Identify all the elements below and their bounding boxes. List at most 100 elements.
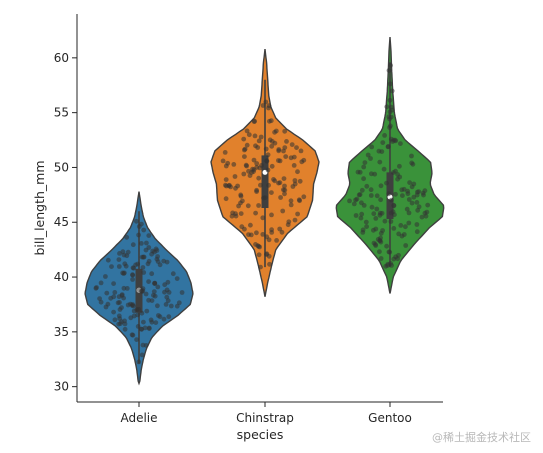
swarm-point — [405, 191, 411, 197]
y-tick-label: 50 — [54, 160, 69, 174]
swarm-point — [265, 152, 271, 158]
watermark: @稀土掘金技术社区 — [432, 431, 531, 444]
swarm-point — [130, 272, 136, 278]
swarm-point — [399, 233, 405, 239]
swarm-point — [369, 144, 375, 150]
swarm-point — [240, 198, 245, 204]
swarm-point — [359, 211, 365, 217]
swarm-point — [409, 184, 415, 190]
swarm-point — [393, 191, 398, 197]
swarm-point — [299, 159, 305, 165]
swarm-point — [368, 156, 373, 161]
swarm-point — [136, 287, 142, 293]
swarm-point — [139, 241, 144, 246]
swarm-point — [398, 223, 404, 228]
swarm-point — [254, 189, 259, 195]
swarm-point — [162, 289, 167, 295]
swarm-point — [292, 217, 298, 223]
swarm-point — [264, 251, 270, 257]
y-tick-label: 35 — [54, 325, 69, 339]
swarm-point — [127, 301, 133, 307]
swarm-point — [416, 189, 422, 195]
swarm-point — [384, 180, 389, 186]
swarm-point — [409, 200, 415, 206]
swarm-point — [259, 163, 264, 168]
swarm-point — [144, 240, 149, 246]
swarm-point — [281, 148, 286, 154]
swarm-point — [231, 162, 237, 167]
swarm-point — [280, 208, 286, 214]
swarm-point — [143, 343, 149, 348]
swarm-point — [265, 167, 271, 173]
swarm-point — [241, 136, 247, 142]
swarm-point — [122, 321, 128, 327]
swarm-point — [391, 203, 397, 209]
swarm-point — [406, 220, 412, 226]
swarm-point — [254, 230, 259, 236]
swarm-point — [357, 169, 363, 175]
swarm-point — [363, 219, 369, 225]
swarm-point — [353, 213, 359, 218]
swarm-point — [146, 326, 152, 331]
swarm-point — [269, 212, 274, 218]
swarm-point — [103, 304, 109, 310]
swarm-point — [276, 180, 281, 186]
swarm-point — [251, 119, 257, 124]
swarm-point — [374, 193, 380, 199]
swarm-point — [354, 196, 360, 202]
swarm-point — [282, 128, 288, 134]
swarm-point — [368, 187, 374, 193]
swarm-point — [283, 154, 289, 160]
swarm-point — [128, 315, 134, 321]
swarm-point — [269, 143, 275, 149]
swarm-point — [414, 200, 420, 205]
swarm-point — [407, 180, 412, 186]
swarm-point — [98, 299, 104, 305]
swarm-point — [404, 206, 410, 212]
swarm-point — [260, 103, 266, 108]
swarm-point — [386, 191, 392, 197]
y-tick-label: 60 — [54, 51, 69, 65]
swarm-point — [154, 248, 160, 253]
swarm-point — [263, 146, 269, 152]
swarm-point — [369, 171, 374, 177]
swarm-point — [281, 187, 286, 193]
swarm-point — [365, 152, 371, 158]
swarm-point — [358, 215, 364, 221]
swarm-point — [139, 352, 145, 358]
swarm-point — [244, 163, 250, 169]
swarm-point — [149, 251, 155, 257]
swarm-point — [122, 326, 128, 332]
swarm-point — [246, 232, 251, 238]
swarm-point — [139, 310, 145, 316]
swarm-point — [359, 187, 365, 193]
swarm-point — [282, 191, 287, 197]
swarm-point — [400, 193, 405, 199]
swarm-point — [261, 195, 266, 201]
swarm-point — [292, 178, 298, 183]
swarm-point — [291, 163, 297, 168]
y-axis-title: bill_length_mm — [32, 160, 47, 255]
swarm-point — [369, 204, 375, 210]
swarm-point — [111, 309, 116, 315]
swarm-point — [98, 280, 104, 286]
swarm-point — [116, 294, 122, 300]
swarm-point — [134, 218, 139, 224]
swarm-point — [112, 290, 118, 295]
swarm-point — [153, 320, 159, 325]
swarm-point — [253, 210, 258, 216]
swarm-point — [112, 317, 118, 323]
swarm-point — [378, 183, 384, 189]
swarm-point — [244, 128, 250, 134]
swarm-point — [249, 170, 255, 175]
swarm-point — [382, 218, 388, 224]
swarm-point — [266, 182, 271, 188]
swarm-point — [232, 174, 238, 179]
swarm-point — [364, 183, 370, 189]
swarm-point — [414, 229, 420, 235]
swarm-point — [419, 214, 425, 220]
swarm-point — [166, 314, 172, 320]
swarm-point — [155, 254, 161, 259]
swarm-point — [377, 249, 382, 255]
swarm-point — [295, 211, 300, 217]
